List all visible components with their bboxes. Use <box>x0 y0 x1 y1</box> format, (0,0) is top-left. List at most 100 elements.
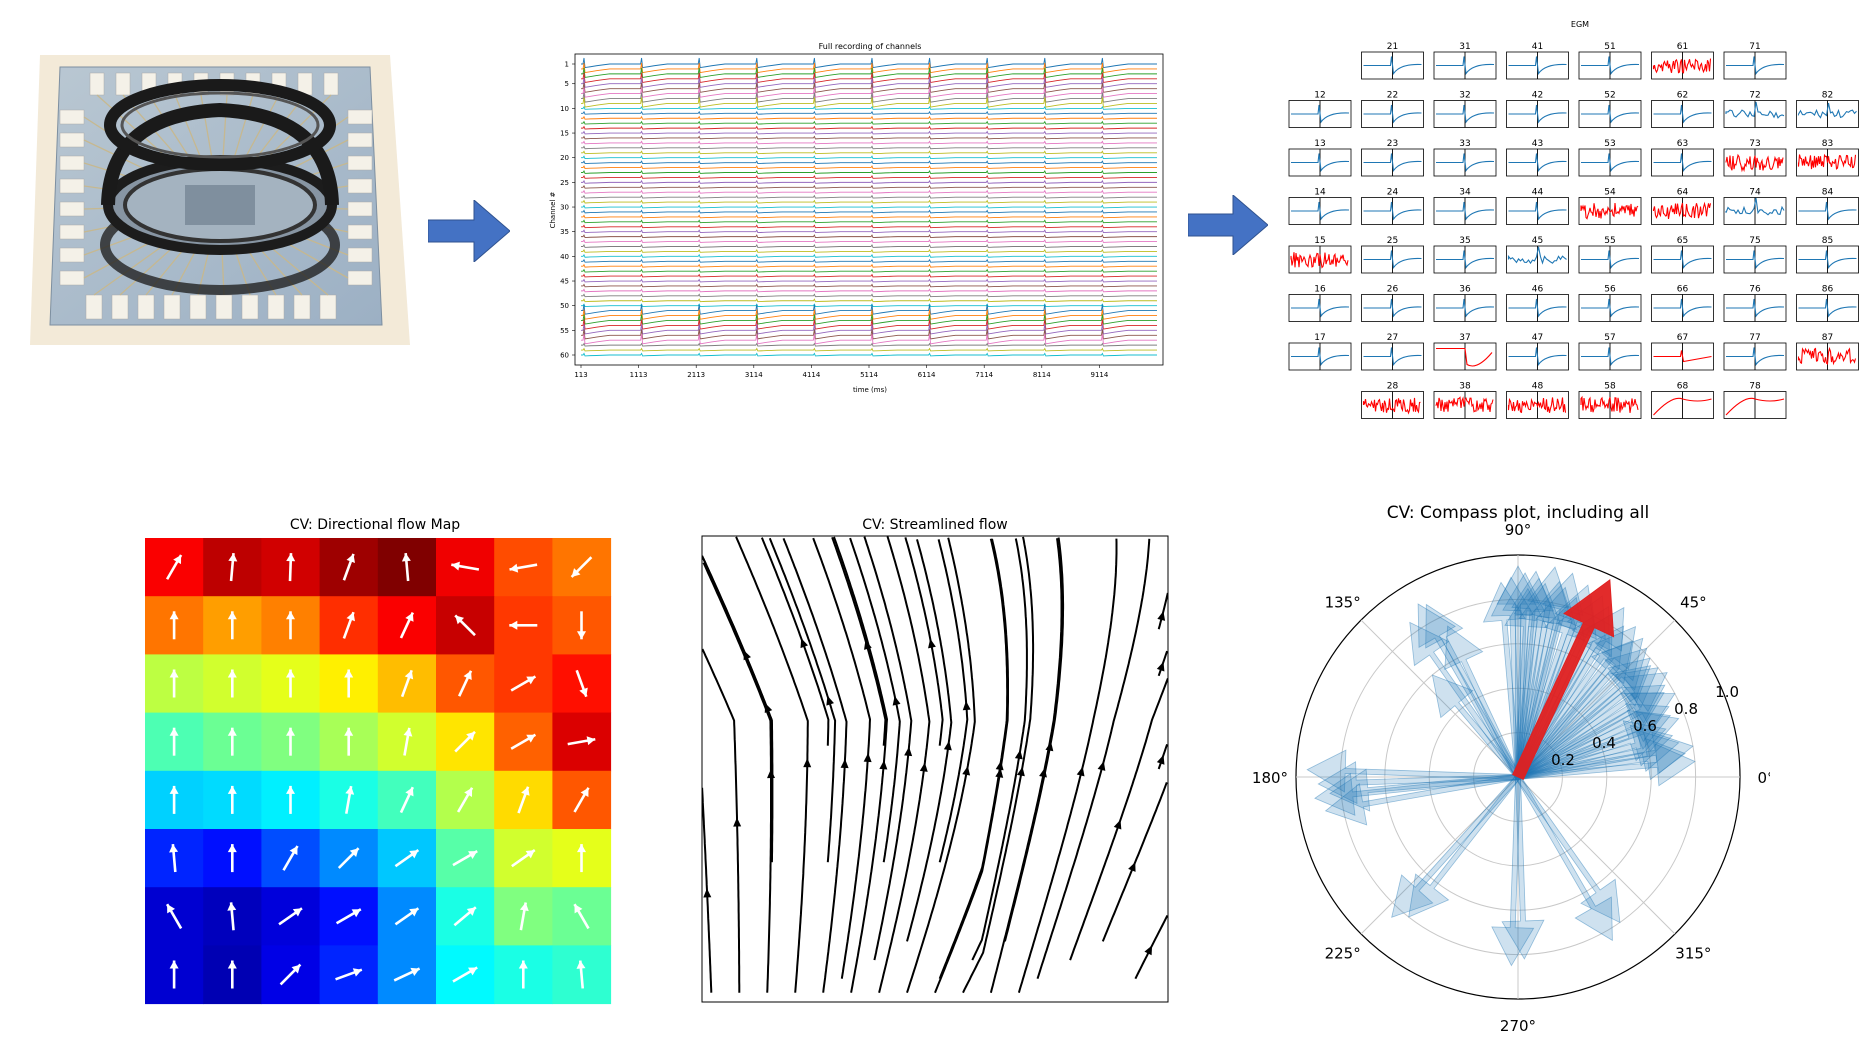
chip-pad <box>215 294 233 320</box>
streamline-arrow-head <box>1144 945 1153 956</box>
channel-trace <box>581 194 1157 199</box>
chip-pad <box>293 294 311 320</box>
egm-trace <box>1653 397 1712 416</box>
x-tick-label: 8114 <box>1033 371 1051 379</box>
compass-vector <box>1444 625 1521 779</box>
egm-channel-label: 33 <box>1459 139 1470 149</box>
angle-label: 180° <box>1252 769 1288 787</box>
streamline-arrow-head <box>943 740 952 751</box>
streamline-arrow-head <box>864 640 872 650</box>
compass-vector <box>1513 577 1557 778</box>
compass-vector <box>1417 603 1521 779</box>
streamline <box>702 557 773 746</box>
egm-trace <box>1581 347 1640 366</box>
egm-trace <box>1436 56 1495 75</box>
egm-channel-label: 24 <box>1387 188 1399 198</box>
channel-trace <box>581 244 1157 248</box>
x-tick-label: 4114 <box>802 371 820 379</box>
egm-title: EGM <box>1571 20 1589 29</box>
streamline <box>831 536 887 746</box>
egm-trace <box>1725 101 1785 119</box>
streamline-arrow-head <box>995 760 1004 771</box>
egm-channel-label: 52 <box>1604 91 1615 101</box>
channel-trace <box>581 214 1157 219</box>
chip-pad <box>59 224 85 240</box>
channel-trace <box>581 204 1157 209</box>
egm-channel-label: 45 <box>1532 236 1543 246</box>
flow-arrow-head <box>169 844 179 853</box>
compass-vector <box>1496 565 1540 778</box>
flow-arrow-head <box>466 907 476 916</box>
compass-vector <box>1516 711 1680 780</box>
flow-arrow-head <box>173 554 182 565</box>
chip-pad <box>347 109 373 125</box>
streamline <box>849 537 901 863</box>
egm-trace <box>1508 298 1567 318</box>
flow-arrow-head <box>227 727 237 736</box>
egm-channel-label: 53 <box>1604 139 1615 149</box>
streamline <box>863 536 913 961</box>
compass-vector <box>1517 729 1680 780</box>
streamline-arrow-head <box>1076 766 1085 777</box>
egm-trace <box>1653 350 1712 363</box>
compass-vector <box>1409 621 1521 779</box>
egm-trace <box>1363 250 1422 269</box>
flow-arrow-head <box>228 553 238 562</box>
compass-mean-vector <box>1512 579 1615 781</box>
compass-vector <box>1490 576 1534 778</box>
egm-trace <box>1726 347 1785 366</box>
channel-trace <box>581 248 1157 253</box>
flow-arrow-head <box>404 670 414 680</box>
channel-trace <box>581 224 1157 229</box>
egm-channel-label: 28 <box>1387 382 1399 392</box>
channel-trace <box>581 145 1157 150</box>
flow-arrow-head <box>227 902 237 911</box>
flow-arrow-head <box>286 669 295 678</box>
streamline-title: CV: Streamlined flow <box>862 517 1007 533</box>
compass-vector <box>1501 776 1545 960</box>
flow-arrow-head <box>526 734 536 743</box>
radial-label: 0.2 <box>1551 751 1575 769</box>
streamline-arrow-head <box>1016 766 1025 777</box>
streamline-frame <box>701 535 1169 1003</box>
streamline-arrow-head <box>767 769 776 779</box>
compass-vector <box>1314 772 1519 816</box>
arrow-right-icon <box>1187 193 1269 257</box>
streamline <box>906 539 953 942</box>
compass-vector <box>1516 692 1665 780</box>
egm-trace <box>1653 250 1712 269</box>
x-tick-label: 5114 <box>860 371 878 379</box>
egm-trace <box>1581 104 1640 124</box>
radial-label: 0.6 <box>1633 717 1657 735</box>
egm-channel-label: 71 <box>1749 42 1760 52</box>
streamline-arrow-head <box>743 650 751 661</box>
egm-channel-label: 51 <box>1604 42 1615 52</box>
chip-pad <box>323 72 339 96</box>
egm-channel-label: 55 <box>1604 236 1615 246</box>
streamline-arrow-head <box>863 752 872 763</box>
egm-trace <box>1653 153 1712 172</box>
channel-trace <box>581 219 1157 224</box>
channel-trace <box>581 170 1157 174</box>
egm-trace <box>1436 201 1495 221</box>
flow-arrow-head <box>286 785 295 794</box>
egm-trace <box>1797 102 1857 119</box>
streamline <box>735 536 809 993</box>
channel-trace <box>581 184 1157 189</box>
egm-channel-label: 73 <box>1749 139 1760 149</box>
egm-trace <box>1798 250 1857 269</box>
streamline <box>878 536 931 993</box>
egm-channel-label: 83 <box>1822 139 1833 149</box>
flow-arrow-head <box>227 844 237 853</box>
chip-pad <box>347 201 373 217</box>
channel-trace <box>581 209 1157 214</box>
egm-channel-label: 76 <box>1749 285 1761 295</box>
channel-trace <box>581 155 1157 160</box>
egm-channel-label: 77 <box>1749 333 1760 343</box>
angle-label: 135° <box>1325 594 1361 612</box>
arrow-right-icon <box>427 198 511 264</box>
compass-vector <box>1504 587 1548 778</box>
flow-arrow-head <box>526 676 536 685</box>
egm-channel-label: 48 <box>1532 382 1544 392</box>
flow-arrow-head <box>519 902 529 912</box>
